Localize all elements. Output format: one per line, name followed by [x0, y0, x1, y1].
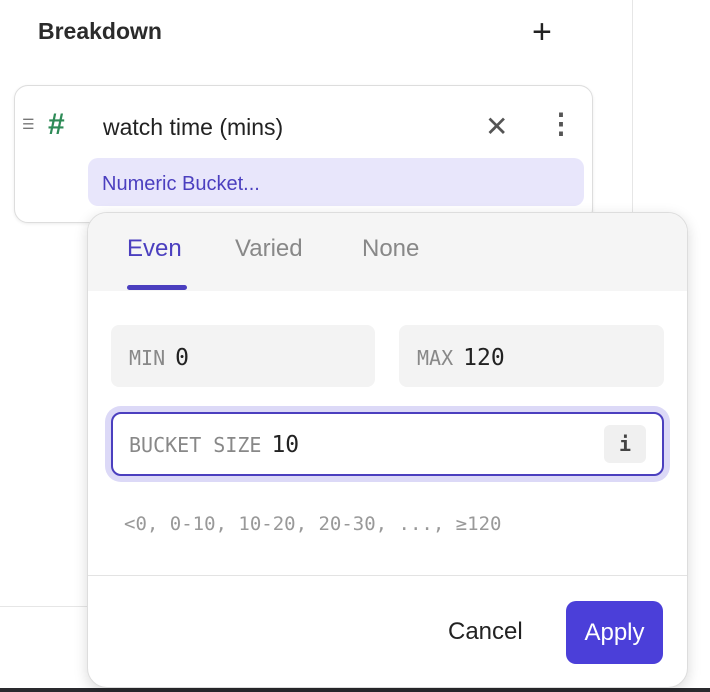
tab-none[interactable]: None — [362, 235, 420, 262]
max-label: MAX — [417, 346, 454, 370]
min-value: 0 — [175, 345, 189, 371]
max-input[interactable]: MAX 120 — [399, 325, 664, 387]
min-label: MIN — [129, 346, 166, 370]
info-icon[interactable]: i — [604, 425, 646, 463]
active-tab-indicator — [127, 285, 187, 290]
field-name[interactable]: watch time (mins) — [103, 114, 284, 140]
panel-divider-horizontal — [0, 606, 90, 607]
apply-button[interactable]: Apply — [566, 601, 663, 664]
tab-varied[interactable]: Varied — [235, 235, 303, 262]
close-icon[interactable]: ✕ — [485, 111, 509, 142]
min-input[interactable]: MIN 0 — [111, 325, 375, 387]
breakdown-item-card: ☰ # watch time (mins) ✕ ⋮ Numeric Bucket… — [14, 85, 593, 223]
bucket-mode-tabs: Even Varied None — [88, 213, 687, 291]
window-edge — [0, 688, 710, 692]
divider — [88, 575, 687, 576]
add-breakdown-icon[interactable]: + — [532, 13, 552, 51]
numeric-bucket-button[interactable]: Numeric Bucket... — [88, 158, 584, 206]
bucket-popover: Even Varied None MIN 0 MAX 120 BUCKET SIZE… — [87, 212, 688, 688]
drag-handle-icon[interactable]: ☰ — [22, 116, 35, 132]
tab-even[interactable]: Even — [127, 235, 182, 262]
more-options-icon[interactable]: ⋮ — [547, 108, 575, 139]
cancel-button[interactable]: Cancel — [448, 618, 523, 645]
bucket-size-label: BUCKET SIZE — [129, 433, 262, 457]
bucket-preview: <0, 0-10, 10-20, 20-30, ..., ≥120 — [124, 513, 502, 535]
bucket-size-value: 10 — [271, 432, 300, 458]
numeric-type-icon: # — [48, 108, 65, 141]
max-value: 120 — [463, 345, 505, 371]
section-title: Breakdown — [38, 18, 162, 44]
bucket-size-input[interactable]: BUCKET SIZE 10 i — [111, 412, 664, 476]
